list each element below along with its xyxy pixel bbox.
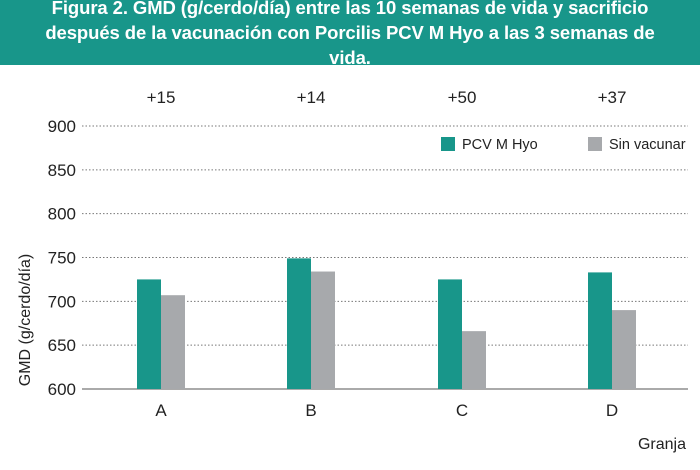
x-tick-label: B	[305, 401, 316, 420]
difference-label: +14	[297, 88, 326, 107]
y-tick-label: 850	[48, 161, 76, 180]
x-axis-categories: A B C D	[155, 401, 618, 420]
bar-sin-vacunar-d	[612, 310, 636, 389]
difference-label: +15	[147, 88, 176, 107]
y-tick-label: 750	[48, 249, 76, 268]
y-axis-label: GMD (g/cerdo/día)	[17, 254, 34, 386]
bar-pcv-m-hyo-b	[287, 258, 311, 389]
bar-sin-vacunar-a	[161, 295, 185, 389]
legend-label: PCV M Hyo	[462, 137, 538, 153]
bar-sin-vacunar-c	[462, 331, 486, 389]
x-axis-label: Granja	[638, 436, 686, 453]
bar-sin-vacunar-b	[311, 271, 335, 389]
y-tick-label: 650	[48, 336, 76, 355]
bars	[137, 258, 636, 389]
legend-swatch	[441, 137, 455, 151]
y-tick-label: 900	[48, 117, 76, 136]
y-axis-ticks: 600 650 700 750 800 850 900	[48, 117, 76, 399]
legend-label: Sin vacunar	[609, 137, 686, 153]
bar-pcv-m-hyo-d	[588, 272, 612, 389]
difference-labels: +15 +14 +50 +37	[147, 88, 627, 107]
chart-title: Figura 2. GMD (g/cerdo/día) entre las 10…	[45, 0, 655, 68]
legend-swatch	[588, 137, 602, 151]
x-tick-label: A	[155, 401, 167, 420]
difference-label: +50	[448, 88, 477, 107]
chart-title-banner: Figura 2. GMD (g/cerdo/día) entre las 10…	[0, 0, 700, 68]
bar-pcv-m-hyo-a	[137, 279, 161, 389]
y-tick-label: 600	[48, 380, 76, 399]
bar-pcv-m-hyo-c	[438, 279, 462, 389]
x-tick-label: D	[606, 401, 618, 420]
x-tick-label: C	[456, 401, 468, 420]
legend: PCV M Hyo Sin vacunar	[441, 137, 686, 153]
difference-label: +37	[598, 88, 627, 107]
y-tick-label: 700	[48, 292, 76, 311]
y-tick-label: 800	[48, 205, 76, 224]
